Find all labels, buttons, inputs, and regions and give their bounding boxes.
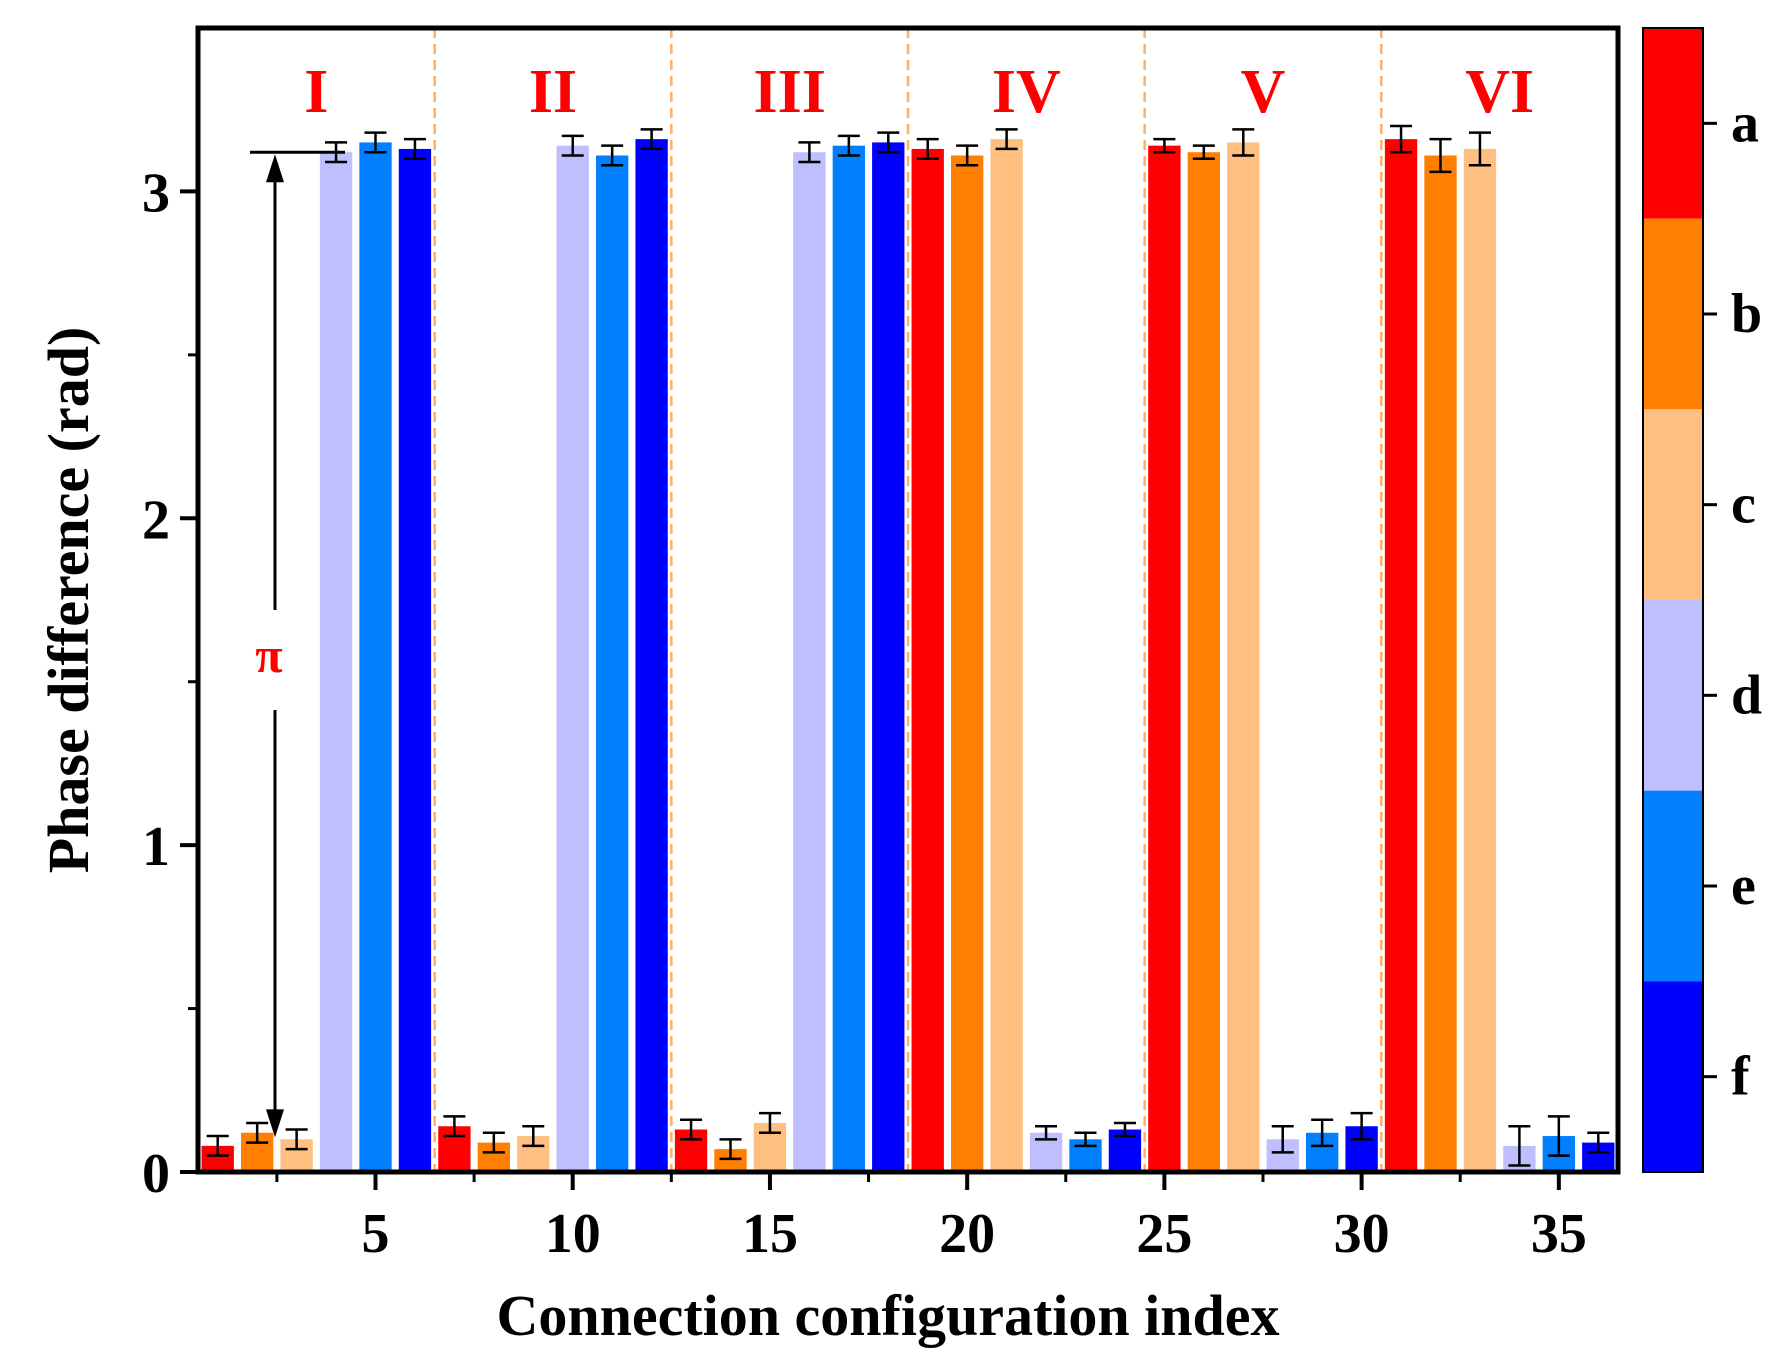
group-label-III: III [753,58,825,126]
bar-27 [1227,142,1260,1172]
group-label-II: II [529,58,577,126]
colorbar-swatch-f [1643,981,1703,1172]
bar-19 [911,148,944,1173]
colorbar-label-a: a [1731,92,1759,154]
bar-31 [1384,139,1418,1172]
colorbar-legend: a b c d e f [1642,27,1762,1173]
y-tick-label-3: 3 [142,162,170,224]
x-tick-label-25: 25 [1136,1203,1192,1265]
group-label-VI: VI [1465,58,1534,126]
x-tick-label-35: 35 [1531,1203,1587,1265]
bar-11 [595,155,629,1172]
bar-10 [556,145,589,1172]
colorbar-frame [1642,27,1704,1173]
arrowhead-up [266,154,284,183]
x-tick-label-10: 10 [545,1203,601,1265]
x-tick-label-20: 20 [939,1203,995,1265]
bar-12 [635,139,668,1172]
y-tick-label-2: 2 [142,489,170,551]
bar-5 [359,142,392,1172]
pi-annotation: π [250,150,345,1138]
colorbar-label-e: e [1731,855,1756,917]
group-label-IV: IV [992,58,1061,126]
colorbar-label-d: d [1731,664,1762,726]
colorbar-label-c: c [1731,474,1756,536]
colorbar-label-b: b [1731,283,1762,345]
group-separators [433,28,1383,1172]
x-axis: 5 10 15 20 25 30 35 [275,1172,1587,1265]
bar-17 [832,145,866,1172]
bar-21 [990,139,1023,1172]
bar-25 [1148,145,1181,1172]
y-axis: 0 1 2 3 [142,162,198,1205]
group-label-I: I [304,58,328,126]
colorbar-swatch-b [1643,218,1703,410]
colorbar-swatch-a [1643,28,1703,219]
bar-20 [950,155,984,1172]
bar-18 [872,142,905,1172]
x-tick-label-30: 30 [1334,1203,1390,1265]
colorbar-swatch-c [1643,409,1703,600]
colorbar-swatch-d [1643,600,1703,791]
colorbar-swatch-e [1643,790,1703,982]
y-tick-label-0: 0 [142,1143,170,1205]
error-bars-layer [206,124,1610,1167]
bar-26 [1187,152,1221,1173]
bar-4 [319,152,353,1173]
y-tick-label-1: 1 [142,816,170,878]
x-axis-label: Connection configuration index [496,1283,1279,1348]
x-tick-label-15: 15 [742,1203,798,1265]
annotation-label: π [255,627,282,683]
group-labels: I II III IV V VI [304,58,1534,126]
bar-14 [714,1149,747,1172]
bar-6 [398,148,432,1173]
group-label-V: V [1241,58,1286,126]
bar-33 [1463,148,1497,1173]
bars-layer [201,139,1615,1173]
bar-16 [793,152,826,1173]
arrowhead-down [266,1109,284,1138]
x-tick-label-5: 5 [362,1203,390,1265]
bar-32 [1424,155,1457,1172]
plot-frame [195,25,1621,1175]
colorbar-label-f: f [1731,1046,1751,1108]
y-axis-label: Phase difference (rad) [36,327,101,874]
